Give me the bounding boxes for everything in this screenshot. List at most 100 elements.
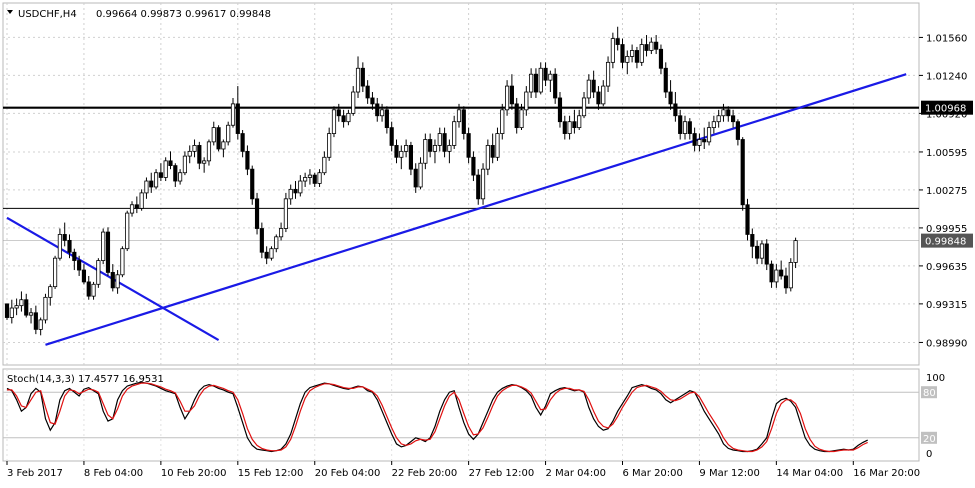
candle-body [173, 165, 178, 182]
candle-body [605, 61, 611, 87]
ohlc-label: 0.99664 0.99873 0.99617 0.99848 [96, 9, 271, 20]
candle-body [33, 312, 38, 330]
candle-body [14, 305, 19, 309]
candle-body [91, 283, 96, 297]
candle-body [750, 234, 755, 247]
candle-body [466, 133, 471, 158]
candle-body [86, 281, 91, 297]
candle [158, 163, 163, 182]
stoch-series-line [6, 381, 868, 453]
candle [562, 115, 567, 140]
trend-line[interactable] [45, 73, 907, 346]
candle-body [639, 44, 644, 63]
candle-body [740, 139, 745, 206]
candle-body [370, 97, 375, 105]
candle-body [288, 188, 293, 200]
candle [615, 26, 620, 51]
candle-body [182, 155, 187, 174]
time-tick-label: 3 Feb 2017 [7, 468, 63, 479]
time-tick-label: 6 Mar 20:00 [622, 468, 682, 479]
stoch-series-line [7, 382, 868, 453]
price-tick-label: 0.99955 [926, 224, 967, 235]
candle-body [202, 160, 207, 164]
candle-body [129, 204, 135, 214]
candle [644, 35, 649, 57]
candle-body [230, 103, 236, 126]
candle [601, 80, 606, 107]
candle [509, 74, 514, 110]
candle-body [331, 109, 337, 134]
symbol-dropdown-icon[interactable] [7, 10, 13, 14]
candle [322, 151, 327, 176]
candle [182, 151, 187, 176]
stoch-level-box [921, 386, 937, 399]
candle [764, 239, 769, 271]
candle [740, 137, 745, 211]
candle-body [221, 141, 226, 150]
candle-body [649, 41, 654, 51]
candle [293, 181, 298, 199]
candle [240, 129, 245, 158]
candle [745, 198, 750, 241]
candle-body [702, 139, 707, 143]
candle-body [697, 139, 702, 146]
candle-body [418, 162, 423, 188]
candle [625, 50, 630, 75]
candle [134, 196, 139, 214]
candle [105, 227, 111, 276]
candle-body [38, 319, 43, 330]
candle-body [581, 97, 587, 117]
candle-body [4, 303, 10, 318]
candle [394, 139, 399, 164]
candle [649, 37, 654, 55]
candle [682, 115, 688, 140]
candle-body [644, 44, 649, 51]
candle [375, 97, 380, 122]
candle-body [317, 172, 322, 184]
candle [226, 121, 231, 146]
candle [4, 303, 10, 320]
candle [317, 169, 322, 187]
stoch-tick-label: 0 [926, 449, 932, 460]
candle-body [783, 275, 789, 289]
candle [620, 38, 625, 69]
candle-body [514, 103, 519, 129]
symbol-label: USDCHF,H4 [18, 9, 77, 20]
candle-body [519, 109, 524, 129]
candle-body [19, 299, 24, 307]
candle [639, 38, 644, 66]
candle [654, 35, 659, 55]
candle-body [101, 231, 106, 261]
candle [230, 97, 236, 128]
candle [634, 46, 639, 69]
candle-body [153, 172, 159, 188]
time-axis: 3 Feb 2017 8 Feb 04:00 10 Feb 20:00 15 Feb … [6, 461, 920, 479]
candle-body [394, 145, 399, 158]
candle [38, 317, 43, 336]
candle-body [274, 236, 279, 250]
candle-body [456, 109, 462, 123]
candle-body [360, 67, 365, 87]
last-price-label: 0.99848 [925, 237, 966, 248]
candle-body [379, 109, 385, 117]
candle-body [480, 168, 486, 200]
candle-body [355, 67, 361, 93]
candle [759, 240, 765, 265]
candle [519, 103, 524, 130]
candle-body [610, 38, 615, 63]
candle [62, 222, 67, 247]
stoch-tick-label: 20 [923, 434, 936, 445]
candle-body [48, 286, 53, 298]
candle-body [586, 79, 591, 99]
candle [120, 246, 125, 278]
candle-body [692, 133, 697, 146]
candle-body [77, 260, 82, 271]
candle [793, 237, 798, 269]
candle [245, 145, 250, 176]
candle-body [461, 109, 466, 134]
candle-body [53, 257, 58, 288]
candle [610, 32, 615, 69]
candle-body [529, 73, 534, 93]
candle [471, 151, 476, 182]
candle-body [250, 168, 255, 200]
